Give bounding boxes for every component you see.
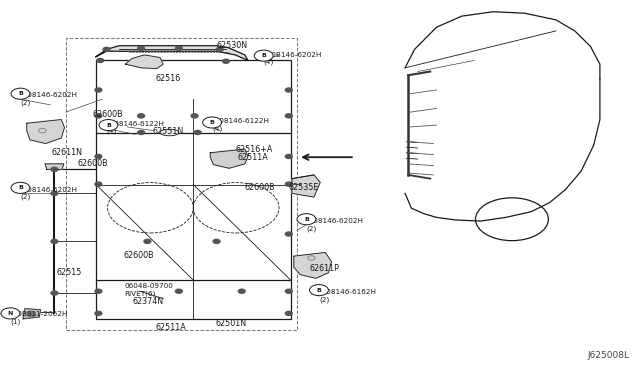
Circle shape <box>238 289 245 293</box>
Text: B: B <box>261 53 266 58</box>
Circle shape <box>254 50 273 61</box>
Text: B: B <box>18 91 23 96</box>
Circle shape <box>95 154 102 158</box>
Polygon shape <box>23 309 40 319</box>
Circle shape <box>191 114 198 118</box>
Circle shape <box>144 239 151 243</box>
Circle shape <box>297 214 316 225</box>
Circle shape <box>175 46 182 50</box>
Circle shape <box>195 131 201 135</box>
Text: 62530N: 62530N <box>216 41 248 50</box>
Circle shape <box>285 114 292 118</box>
Text: 62611N: 62611N <box>51 148 83 157</box>
Text: B: B <box>106 123 111 128</box>
Text: ®0B146-6202H
(4): ®0B146-6202H (4) <box>264 52 321 65</box>
Text: 62535E: 62535E <box>289 183 319 192</box>
Circle shape <box>99 119 118 131</box>
Circle shape <box>138 114 145 118</box>
Polygon shape <box>45 164 64 169</box>
Circle shape <box>1 308 20 319</box>
Text: B: B <box>210 120 214 125</box>
Text: 62501N: 62501N <box>215 319 246 328</box>
Circle shape <box>51 291 58 295</box>
Polygon shape <box>96 46 248 61</box>
Circle shape <box>11 88 30 99</box>
Circle shape <box>51 239 58 243</box>
Circle shape <box>138 131 145 135</box>
Circle shape <box>213 239 220 243</box>
Circle shape <box>27 311 36 317</box>
Circle shape <box>285 182 292 186</box>
Text: ®08146-6202H
(2): ®08146-6202H (2) <box>307 218 364 231</box>
Text: 62511A: 62511A <box>156 323 186 331</box>
Text: B: B <box>304 217 309 222</box>
Text: ®0B911-2062H
(1): ®0B911-2062H (1) <box>10 311 68 325</box>
Text: ®08146-6122H
(4): ®08146-6122H (4) <box>212 118 269 132</box>
Circle shape <box>310 285 328 296</box>
Polygon shape <box>125 55 163 68</box>
Circle shape <box>285 289 292 293</box>
Polygon shape <box>211 149 248 168</box>
Text: 62551N: 62551N <box>152 127 184 136</box>
Text: 06048-09700
RIVET(6): 06048-09700 RIVET(6) <box>124 283 173 297</box>
Text: 62511A: 62511A <box>237 153 268 162</box>
Circle shape <box>95 289 102 293</box>
Text: 62600B: 62600B <box>124 251 154 260</box>
Bar <box>96 61 291 319</box>
Text: B: B <box>18 185 23 190</box>
Circle shape <box>97 58 104 62</box>
Text: J625008L: J625008L <box>588 351 629 360</box>
Circle shape <box>95 311 102 315</box>
Circle shape <box>285 88 292 92</box>
Polygon shape <box>294 253 332 278</box>
Circle shape <box>216 47 223 51</box>
Ellipse shape <box>160 129 179 136</box>
Text: B: B <box>317 288 321 293</box>
Circle shape <box>285 154 292 158</box>
Circle shape <box>138 46 145 50</box>
Text: 62516+A: 62516+A <box>236 145 273 154</box>
Text: 62600B: 62600B <box>77 159 108 169</box>
Text: 62374N: 62374N <box>133 298 164 307</box>
Text: 62600B: 62600B <box>245 183 275 192</box>
Circle shape <box>285 232 292 236</box>
Text: N: N <box>8 311 13 316</box>
Circle shape <box>51 167 58 171</box>
Circle shape <box>175 289 182 293</box>
Text: ®08146-6202H
(2): ®08146-6202H (2) <box>20 187 77 200</box>
Circle shape <box>285 311 292 315</box>
Circle shape <box>51 191 58 195</box>
Text: ®08146-6122H
(4): ®08146-6122H (4) <box>107 121 164 134</box>
Text: 62516: 62516 <box>156 74 181 83</box>
Circle shape <box>95 114 102 118</box>
Bar <box>66 38 297 330</box>
Circle shape <box>95 88 102 92</box>
Polygon shape <box>27 119 65 144</box>
Polygon shape <box>292 175 320 197</box>
Circle shape <box>11 182 30 193</box>
Circle shape <box>203 117 221 128</box>
Circle shape <box>223 59 229 63</box>
Text: ®08146-6202H
(2): ®08146-6202H (2) <box>20 93 77 106</box>
Circle shape <box>103 47 110 51</box>
Text: ®08146-6162H
(2): ®08146-6162H (2) <box>319 289 376 303</box>
Circle shape <box>95 182 102 186</box>
Text: 62611P: 62611P <box>310 264 339 273</box>
Text: 62600B: 62600B <box>93 109 124 119</box>
Text: 62515: 62515 <box>56 268 82 277</box>
